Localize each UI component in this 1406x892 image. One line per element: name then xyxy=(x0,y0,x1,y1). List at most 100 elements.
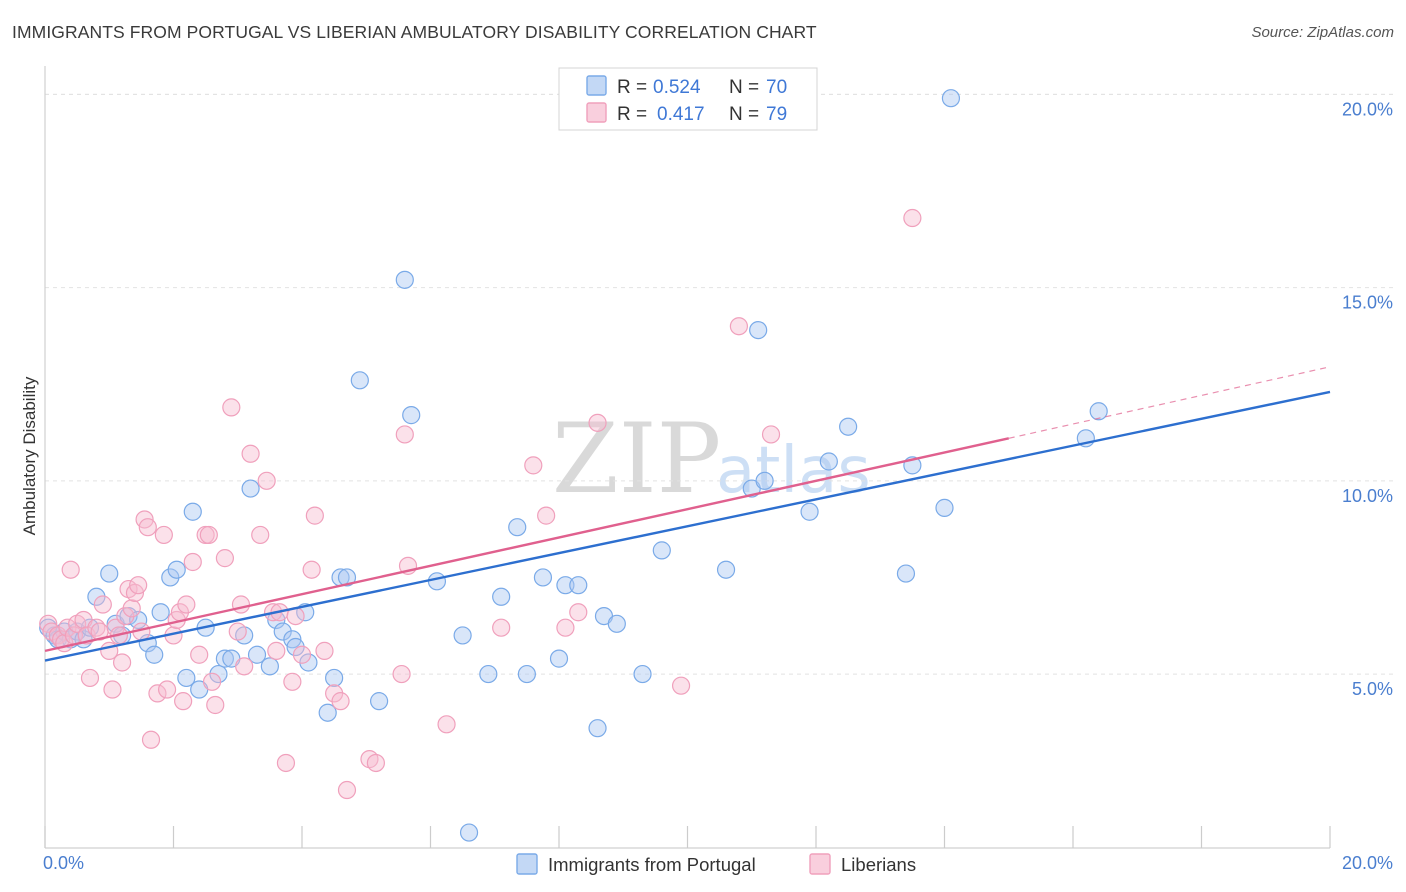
point-portugal xyxy=(337,568,357,587)
trend-line-portugal xyxy=(44,390,1331,662)
point-liberian xyxy=(302,560,321,579)
point-portugal xyxy=(395,270,414,289)
legend-top: R = 0.524 N = 70 R = 0.417 N = 79 xyxy=(558,67,818,131)
point-liberian xyxy=(80,668,100,688)
y-tick-label: 20.0% xyxy=(1342,99,1393,119)
point-liberian xyxy=(231,595,251,614)
legend-r-label-liberians: R = xyxy=(617,104,647,125)
y-tick-label: 15.0% xyxy=(1342,293,1393,313)
legend-bottom-label-liberians: Liberians xyxy=(841,854,916,875)
point-liberian xyxy=(122,599,141,618)
point-portugal xyxy=(607,614,626,633)
y-tick-label: 5.0% xyxy=(1352,679,1393,699)
point-liberian xyxy=(157,680,177,699)
point-portugal xyxy=(839,417,858,436)
point-liberian xyxy=(199,525,218,545)
point-portugal xyxy=(508,518,527,537)
point-liberian xyxy=(93,595,112,614)
point-liberian xyxy=(671,676,691,695)
point-liberian xyxy=(337,780,357,800)
point-liberian xyxy=(228,622,247,641)
legend-n-label-portugal: N = xyxy=(729,77,759,98)
point-liberian xyxy=(305,506,324,525)
point-portugal xyxy=(517,664,536,684)
point-liberian xyxy=(154,525,173,545)
gridlines xyxy=(45,93,1395,675)
point-portugal xyxy=(755,471,774,490)
point-liberian xyxy=(241,444,260,463)
point-liberian xyxy=(437,715,456,734)
point-liberian xyxy=(148,684,167,703)
legend-r-value-portugal: 0.524 xyxy=(653,77,701,98)
axes xyxy=(44,66,1331,849)
point-liberian xyxy=(537,506,556,525)
point-liberian xyxy=(292,645,312,664)
point-portugal xyxy=(350,371,369,390)
point-liberian xyxy=(183,552,202,572)
legend-bottom: Immigrants from Portugal Liberians xyxy=(516,853,916,875)
legend-n-label-liberians: N = xyxy=(729,104,759,125)
point-liberian xyxy=(588,413,607,432)
point-liberian xyxy=(141,730,161,749)
legend-n-value-liberians: 79 xyxy=(766,104,787,125)
point-liberian xyxy=(283,672,302,691)
y-tick-label: 10.0% xyxy=(1342,486,1393,506)
point-liberian xyxy=(177,595,196,614)
point-liberian xyxy=(251,525,270,545)
legend-swatch-liberians xyxy=(586,102,607,123)
point-portugal xyxy=(273,622,292,641)
legend-bottom-swatch-portugal xyxy=(516,853,538,875)
point-portugal xyxy=(167,560,186,579)
point-portugal xyxy=(241,479,260,498)
point-portugal xyxy=(569,576,588,595)
point-liberian xyxy=(395,425,414,444)
point-liberian xyxy=(492,618,511,637)
point-liberian xyxy=(569,603,588,622)
point-portugal xyxy=(318,703,337,722)
point-portugal xyxy=(652,541,671,560)
point-liberian xyxy=(235,657,254,676)
watermark-atlas: atlas xyxy=(716,434,871,508)
point-liberian xyxy=(276,753,296,773)
point-liberian xyxy=(257,471,276,490)
point-portugal xyxy=(1089,402,1108,421)
point-portugal xyxy=(145,645,164,664)
point-portugal xyxy=(215,649,234,668)
trend-lines xyxy=(44,366,1331,662)
point-portugal xyxy=(941,89,961,108)
chart-source: Source: ZipAtlas.com xyxy=(1251,24,1394,41)
point-portugal xyxy=(183,502,202,521)
point-liberian xyxy=(61,560,80,579)
point-liberian xyxy=(392,664,411,684)
point-liberian xyxy=(138,518,157,537)
tick-labels: 5.0% 10.0% 15.0% 20.0% 0.0% 20.0% xyxy=(43,99,1393,873)
point-liberian xyxy=(556,618,575,637)
point-portugal xyxy=(800,502,819,521)
point-liberian xyxy=(524,456,543,475)
point-portugal xyxy=(459,823,479,842)
x-tick-label: 20.0% xyxy=(1342,853,1393,873)
point-liberian xyxy=(315,641,334,660)
point-liberian xyxy=(206,695,225,715)
legend-bottom-swatch-liberians xyxy=(809,853,831,875)
point-portugal xyxy=(633,664,652,684)
legend-n-value-portugal: 70 xyxy=(766,77,787,98)
point-portugal xyxy=(247,645,267,664)
point-portugal xyxy=(716,560,736,579)
point-liberian xyxy=(331,692,350,711)
point-liberian xyxy=(174,692,193,711)
point-portugal xyxy=(402,406,421,425)
point-portugal xyxy=(479,664,498,684)
point-portugal xyxy=(453,626,472,645)
point-liberian xyxy=(103,680,122,699)
point-portugal xyxy=(556,576,575,595)
point-liberian xyxy=(222,398,241,417)
legend-swatch-portugal xyxy=(586,75,607,96)
chart-title: IMMIGRANTS FROM PORTUGAL VS LIBERIAN AMB… xyxy=(12,22,817,42)
trend-line-liberian xyxy=(44,437,1010,653)
point-liberian xyxy=(202,672,222,691)
y-axis-label: Ambulatory Disability xyxy=(20,376,39,535)
point-liberian xyxy=(366,753,385,773)
point-portugal xyxy=(260,657,279,676)
